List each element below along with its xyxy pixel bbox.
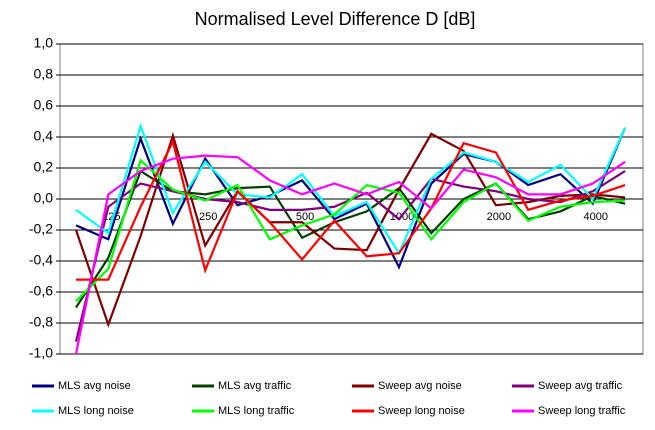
x-tick-label: 250 xyxy=(199,211,217,223)
y-tick-label: -1,0 xyxy=(29,345,53,361)
legend-label: Sweep long traffic xyxy=(538,405,626,417)
y-tick-label: 0,0 xyxy=(34,190,54,206)
y-tick-label: -0,2 xyxy=(29,221,53,237)
legend-label: MLS avg traffic xyxy=(218,380,292,392)
chart-title: Normalised Level Difference D [dB] xyxy=(195,9,476,29)
series-line xyxy=(75,158,626,303)
series-line xyxy=(75,127,627,270)
legend-label: Sweep long noise xyxy=(378,405,465,417)
y-tick-label: 0,8 xyxy=(34,66,54,82)
y-tick-label: 0,4 xyxy=(34,128,54,144)
x-tick-label: 4000 xyxy=(584,211,608,223)
y-tick-label: 1,0 xyxy=(34,35,54,51)
x-tick-label: 2000 xyxy=(487,211,511,223)
legend-label: MLS long noise xyxy=(58,405,134,417)
legend-label: Sweep avg noise xyxy=(378,380,462,392)
y-tick-label: -0,8 xyxy=(29,314,53,330)
legend-label: Sweep avg traffic xyxy=(538,380,623,392)
y-tick-label: -0,4 xyxy=(29,252,53,268)
y-tick-label: 0,6 xyxy=(34,97,54,113)
y-tick-label: 0,2 xyxy=(34,159,54,175)
series-line xyxy=(74,154,626,355)
legend-label: MLS long traffic xyxy=(218,405,295,417)
x-tick-label: 500 xyxy=(296,211,314,223)
legend-label: MLS avg noise xyxy=(58,380,131,392)
series-line xyxy=(76,138,626,281)
y-tick-label: -0,6 xyxy=(29,283,53,299)
series-line xyxy=(75,122,627,256)
